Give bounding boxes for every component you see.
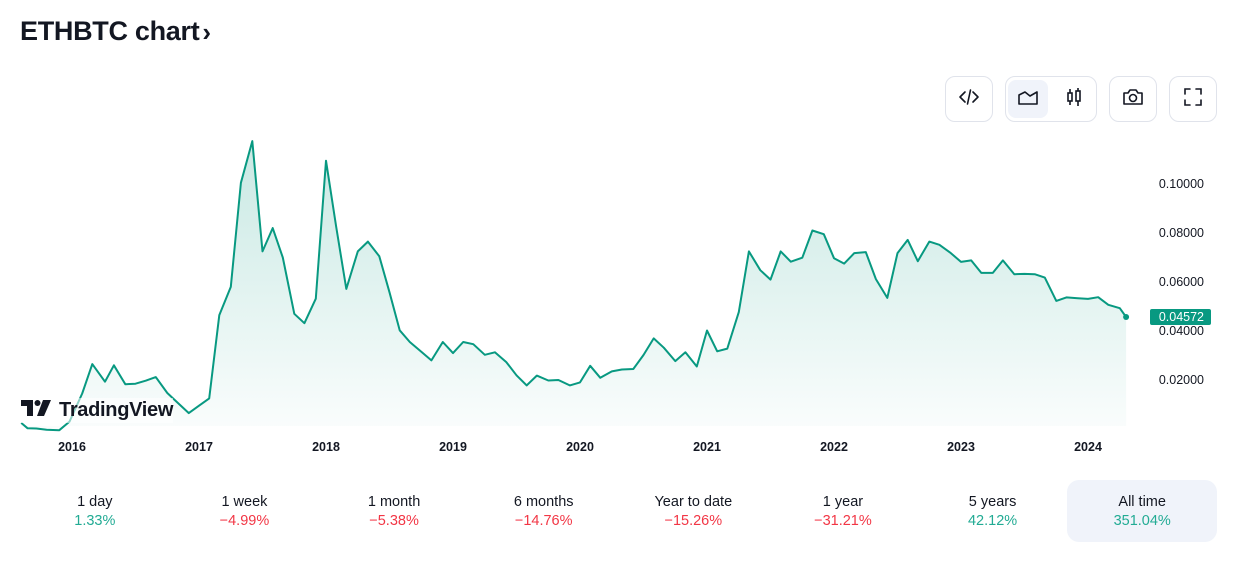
tradingview-wordmark: TradingView [59, 399, 174, 421]
x-tick-label: 2022 [820, 440, 848, 454]
x-tick-label: 2024 [1074, 440, 1102, 454]
fullscreen-button[interactable] [1173, 80, 1213, 118]
area-style-button[interactable] [1008, 80, 1048, 118]
candles-style-button[interactable] [1054, 80, 1094, 118]
x-tick-label: 2019 [439, 440, 467, 454]
period-change: −31.21% [814, 512, 872, 529]
x-tick-label: 2016 [58, 440, 86, 454]
period-change: 351.04% [1113, 512, 1171, 529]
period-5-years[interactable]: 5 years 42.12% [918, 480, 1068, 542]
candlestick-icon [1062, 85, 1086, 114]
period-year-to-date[interactable]: Year to date −15.26% [619, 480, 769, 542]
embed-toolbar-group [945, 76, 993, 122]
embed-button[interactable] [949, 80, 989, 118]
camera-icon [1121, 85, 1145, 114]
period-1-week[interactable]: 1 week −4.99% [170, 480, 320, 542]
period-change: 1.33% [74, 512, 116, 529]
fullscreen-toolbar-group [1169, 76, 1217, 122]
period-change: 42.12% [967, 512, 1018, 529]
area-chart-icon [1016, 85, 1040, 114]
y-tick-label: 0.08000 [1159, 226, 1204, 240]
tradingview-mark-icon [21, 398, 53, 423]
y-tick-label: 0.10000 [1159, 177, 1204, 191]
period-label: 1 month [367, 493, 421, 510]
y-tick-label: 0.04000 [1159, 324, 1204, 338]
period-change: −15.26% [664, 512, 723, 529]
period-label: Year to date [654, 493, 733, 510]
x-tick-label: 2021 [693, 440, 721, 454]
x-tick-label: 2017 [185, 440, 213, 454]
x-tick-label: 2023 [947, 440, 975, 454]
period-1-year[interactable]: 1 year −31.21% [768, 480, 918, 542]
fullscreen-icon [1181, 85, 1205, 114]
period-change: −14.76% [514, 512, 573, 529]
period-label: 6 months [513, 493, 574, 510]
last-price-dot [1123, 314, 1130, 321]
last-value-badge [1150, 309, 1211, 325]
y-tick-label: 0.06000 [1159, 275, 1204, 289]
period-change: −5.38% [369, 512, 419, 529]
period-label: 1 day [77, 493, 113, 510]
embed-code-icon [957, 85, 981, 114]
chart-title: ETHBTC chart [20, 16, 200, 46]
period-1-month[interactable]: 1 month −5.38% [319, 480, 469, 542]
price-area-fill [21, 141, 1127, 431]
chart-title-link[interactable]: ETHBTC chart › [20, 16, 211, 47]
snapshot-button[interactable] [1113, 80, 1153, 118]
x-tick-label: 2018 [312, 440, 340, 454]
period-all-time[interactable]: All time 351.04% [1067, 480, 1217, 542]
price-chart[interactable]: 0.10000 0.08000 0.06000 0.04000 0.02000 0.045… [0, 130, 1238, 460]
x-tick-label: 2020 [566, 440, 594, 454]
period-label: 1 week [221, 493, 268, 510]
snapshot-toolbar-group [1109, 76, 1157, 122]
price-line [20, 140, 1127, 432]
chevron-right-icon: › [202, 17, 211, 47]
period-label: All time [1118, 493, 1166, 510]
chart-style-toggle [1005, 76, 1097, 122]
tradingview-logo[interactable]: TradingView [21, 398, 173, 423]
last-value-label: 0.04572 [1159, 310, 1204, 324]
period-selector: 1 day 1.33% 1 week −4.99% 1 month −5.38% 6 mon… [20, 480, 1217, 542]
period-6-months[interactable]: 6 months −14.76% [469, 480, 619, 542]
period-change: −4.99% [219, 512, 270, 529]
period-label: 1 year [822, 493, 864, 510]
period-label: 5 years [968, 493, 1017, 510]
y-tick-label: 0.02000 [1159, 373, 1204, 387]
period-1-day[interactable]: 1 day 1.33% [20, 480, 170, 542]
